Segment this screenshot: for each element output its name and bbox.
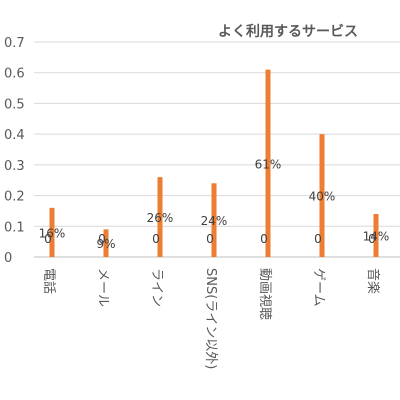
category-label: 動画視聴	[257, 268, 272, 320]
y-tick-label: 0.5	[4, 97, 25, 112]
grid-lines	[34, 41, 400, 258]
zero-data-label: 0	[152, 232, 160, 246]
bar-5	[319, 134, 325, 257]
y-tick-label: 0.1	[4, 220, 25, 235]
zero-data-label: 0	[44, 232, 52, 246]
zero-labels: 0 0 0 0 0 0 0	[44, 232, 376, 246]
data-label: 16%	[39, 226, 66, 240]
data-label: 14%	[363, 230, 390, 244]
zero-data-label: 0	[260, 232, 268, 246]
y-tick-label: 0.3	[4, 159, 25, 174]
category-label: ライン	[149, 268, 164, 307]
data-labels: 16% 9% 26% 24% 61% 40% 14%	[39, 157, 390, 251]
category-label: 電話	[41, 268, 57, 294]
y-tick-label: 0.4	[4, 128, 25, 143]
category-label: 音楽	[365, 268, 381, 294]
category-label: メール	[95, 268, 110, 307]
category-label: SNS(ライン以外)	[203, 268, 218, 369]
y-axis-ticks: 0 0.1 0.2 0.3 0.4 0.5 0.6 0.7	[4, 36, 25, 266]
y-tick-label: 0.6	[4, 67, 25, 82]
y-tick-label: 0	[4, 251, 12, 266]
zero-data-label: 0	[368, 232, 376, 246]
chart-title: よく利用するサービス	[218, 23, 358, 40]
bar-0	[49, 207, 55, 257]
bar-3	[211, 183, 217, 257]
y-tick-label: 0.2	[4, 190, 25, 205]
y-tick-label: 0.7	[4, 36, 25, 51]
category-label: ゲーム	[311, 268, 326, 307]
zero-data-label: 0	[314, 232, 322, 246]
category-labels: 電話 メール ライン SNS(ライン以外) 動画視聴 ゲーム 音楽	[41, 268, 381, 369]
data-label: 61%	[255, 157, 282, 171]
data-label: 24%	[201, 214, 228, 228]
bars	[49, 69, 379, 258]
data-label: 9%	[96, 237, 115, 251]
zero-data-label: 0	[98, 232, 106, 246]
bar-2	[157, 177, 163, 257]
bar-6	[373, 214, 379, 257]
bar-4	[265, 69, 271, 258]
data-label: 40%	[309, 190, 336, 204]
bar-1	[103, 229, 109, 257]
zero-data-label: 0	[206, 232, 214, 246]
data-label: 26%	[147, 211, 174, 225]
